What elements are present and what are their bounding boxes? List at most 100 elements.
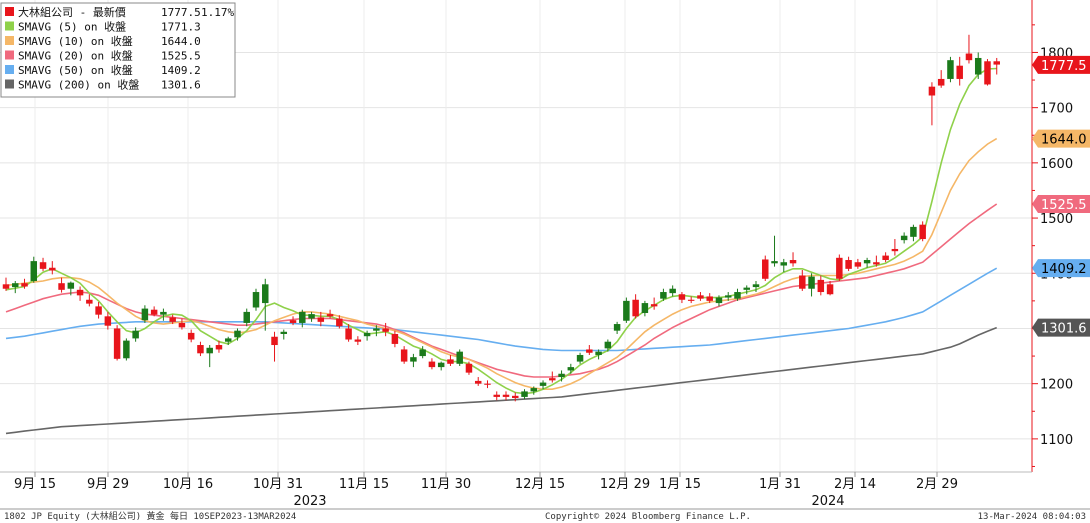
candle-body [660,292,667,299]
candle-body [919,224,926,240]
candle-body [845,260,852,269]
candle-body [650,304,658,307]
legend-name: SMAVG (20) on 收盤 [18,49,133,63]
tag-value: 1644.0 [1041,133,1087,148]
candle-body [123,340,130,359]
candle-body [752,284,760,288]
candle-body [456,351,463,364]
candle-body [836,257,843,279]
legend-value: 1777.5 [161,6,201,19]
tag-value: 1777.5 [1041,59,1087,74]
last-value-tag: 1777.5 [1032,55,1090,74]
candle-body [373,328,380,331]
candle-body [493,394,500,397]
legend-entry: SMAVG (200) on 收盤 1301.6 [5,78,201,92]
candle-body [873,262,880,265]
legend-entry: SMAVG (20) on 收盤 1525.5 [5,49,201,63]
x-tick-label: 1月 31 [759,477,801,492]
legend-name: SMAVG (5) on 收盤 [18,20,126,34]
candle-body [280,331,288,334]
candle-body [928,86,936,96]
candle-body [734,292,741,299]
axes [0,0,1033,473]
candle-body [49,267,56,271]
candle-body [604,341,612,349]
year-label: 2023 [293,494,326,509]
candle-body [58,283,65,290]
candle-body [243,311,250,323]
candle-body [632,299,639,317]
candle-body [762,259,769,279]
tag-background [1032,55,1090,74]
legend-value: 1525.5 [161,50,201,63]
candle-body [854,262,862,267]
last-value-tag: 1301.6 [1032,318,1090,337]
legend-swatch [5,36,14,45]
candle-body [326,314,334,317]
candle-body [382,328,389,332]
candle-body [558,373,565,378]
candle-body [715,297,723,304]
footer-timestamp: 13-Mar-2024 08:04:03 [978,512,1086,522]
candle-body [39,262,47,269]
candle-body [900,235,908,241]
y-tick-label: 1100 [1040,433,1073,448]
sma10-line [5,137,998,391]
y-tick-label: 1500 [1040,212,1073,227]
candle-body [623,300,630,321]
candle-body [12,283,19,288]
candle-body [410,357,417,362]
x-tick-label: 10月 31 [253,477,303,492]
tag-value: 1525.5 [1041,198,1087,213]
x-tick-label: 9月 29 [87,477,129,492]
x-tick-label: 10月 16 [163,477,213,492]
candle-body [530,388,538,392]
candle-body [586,349,593,353]
legend-swatch [5,21,14,31]
legend-name: SMAVG (50) on 收盤 [18,63,133,77]
last-value-tag: 1644.0 [1032,129,1090,148]
sma5-line [5,67,997,395]
candle-body [428,361,436,368]
candle-body [743,287,750,290]
candle-body [539,382,547,386]
candle-body [910,226,917,237]
y-axis-ticks: 11001200130014001500160017001800 [1032,24,1073,467]
y-tick-label: 1200 [1040,378,1073,393]
sma20-line [5,203,998,378]
candle-body [993,61,1000,65]
candle-body [252,292,260,308]
candle-body [521,391,528,397]
candle-body [687,299,695,301]
legend: 大林組公司 - 最新價 1777.5 1.17% SMAVG (5) on 收盤 177… [0,2,236,98]
candle-body [669,288,676,294]
candle-body [502,394,510,397]
legend-swatch [5,65,14,74]
candle-body [132,330,139,339]
x-tick-label: 2月 29 [916,477,958,492]
candle-body [271,336,278,346]
candle-body [363,332,371,337]
candle-body [512,395,519,399]
legend-entry: SMAVG (10) on 收盤 1644.0 [5,34,201,48]
candle-body [21,283,28,287]
candle-body [447,359,454,364]
legend-entry: SMAVG (50) on 收盤 1409.2 [5,63,201,77]
candle-body [965,53,973,61]
candle-body [262,284,269,304]
legend-change: 1.17% [201,6,234,19]
candle-body [2,284,10,289]
x-tick-label: 9月 15 [14,477,56,492]
candle-body [141,308,149,321]
year-label: 2024 [811,494,844,509]
legend-entry: SMAVG (5) on 收盤 1771.3 [5,20,201,34]
x-tick-label: 1月 15 [659,477,701,492]
candle-body [169,317,176,322]
x-tick-label: 11月 30 [421,477,471,492]
candlesticks[interactable] [2,34,1000,402]
x-tick-label: 12月 29 [600,477,650,492]
candle-body [30,261,38,281]
tag-background [1032,318,1090,337]
candle-body [234,330,241,338]
candle-body [678,294,686,300]
